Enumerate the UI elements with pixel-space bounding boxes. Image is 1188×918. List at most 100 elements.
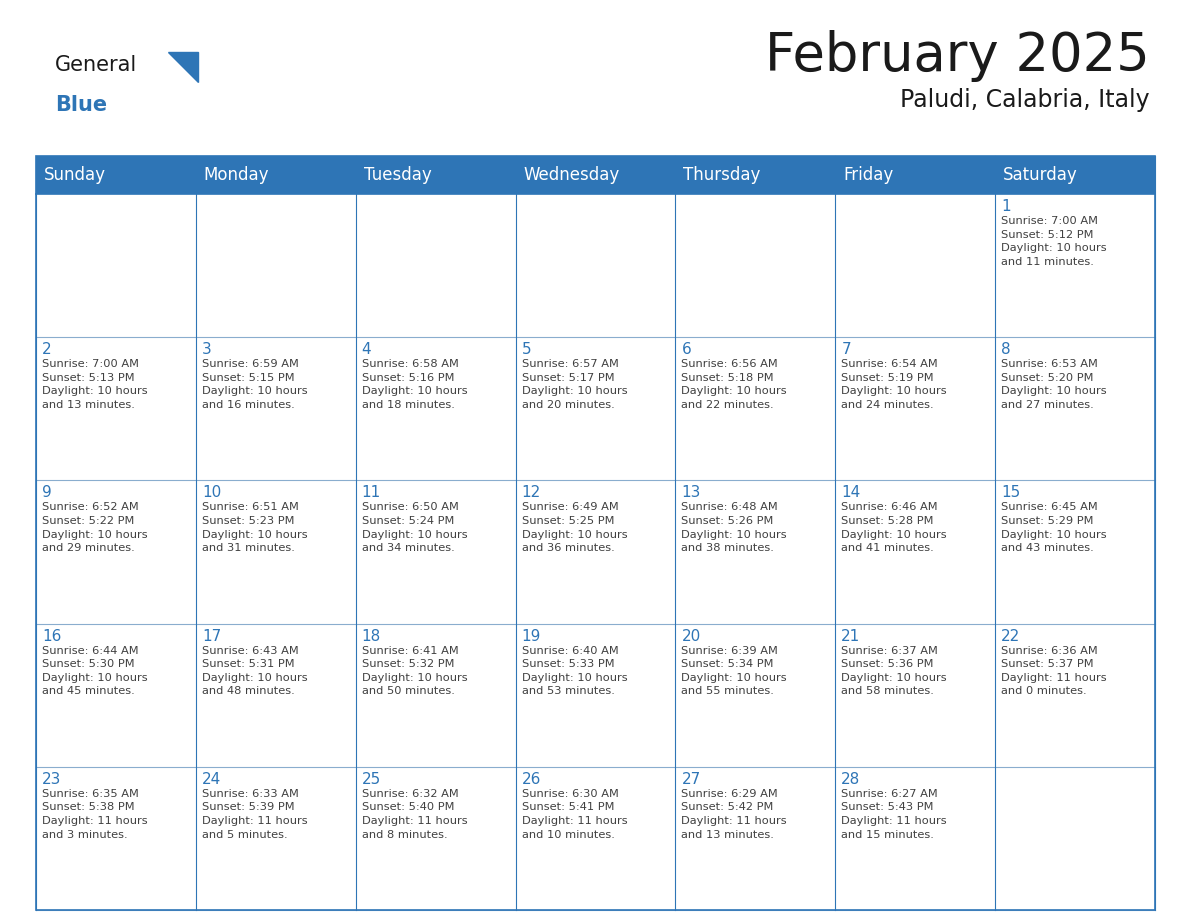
Text: Sunrise: 6:52 AM
Sunset: 5:22 PM
Daylight: 10 hours
and 29 minutes.: Sunrise: 6:52 AM Sunset: 5:22 PM Dayligh… [42,502,147,554]
Bar [676,480,835,623]
Text: Sunrise: 6:54 AM
Sunset: 5:19 PM
Daylight: 10 hours
and 24 minutes.: Sunrise: 6:54 AM Sunset: 5:19 PM Dayligh… [841,359,947,410]
Bar [196,767,355,910]
Bar [996,194,1155,337]
Bar [676,337,835,480]
Bar [36,767,196,910]
Bar [196,156,355,194]
Text: Sunday: Sunday [44,166,106,184]
Text: 3: 3 [202,342,211,357]
Text: Thursday: Thursday [683,166,760,184]
Text: 27: 27 [682,772,701,787]
Text: Friday: Friday [843,166,893,184]
Bar [36,337,196,480]
Text: 13: 13 [682,486,701,500]
Text: Sunrise: 6:53 AM
Sunset: 5:20 PM
Daylight: 10 hours
and 27 minutes.: Sunrise: 6:53 AM Sunset: 5:20 PM Dayligh… [1001,359,1107,410]
Bar [516,767,676,910]
Bar [996,337,1155,480]
Bar [516,156,676,194]
Bar [676,623,835,767]
Text: 26: 26 [522,772,541,787]
Bar [676,156,835,194]
Text: Sunrise: 6:30 AM
Sunset: 5:41 PM
Daylight: 11 hours
and 10 minutes.: Sunrise: 6:30 AM Sunset: 5:41 PM Dayligh… [522,789,627,840]
Bar [996,767,1155,910]
Text: Sunrise: 6:48 AM
Sunset: 5:26 PM
Daylight: 10 hours
and 38 minutes.: Sunrise: 6:48 AM Sunset: 5:26 PM Dayligh… [682,502,788,554]
Bar [516,480,676,623]
Text: Sunrise: 7:00 AM
Sunset: 5:13 PM
Daylight: 10 hours
and 13 minutes.: Sunrise: 7:00 AM Sunset: 5:13 PM Dayligh… [42,359,147,410]
Bar [516,194,676,337]
Text: 4: 4 [361,342,372,357]
Text: 12: 12 [522,486,541,500]
Text: 25: 25 [361,772,381,787]
Text: Sunrise: 6:57 AM
Sunset: 5:17 PM
Daylight: 10 hours
and 20 minutes.: Sunrise: 6:57 AM Sunset: 5:17 PM Dayligh… [522,359,627,410]
Text: Blue: Blue [55,95,107,115]
Text: 10: 10 [202,486,221,500]
Bar [196,480,355,623]
Bar [36,480,196,623]
Text: 23: 23 [42,772,62,787]
Text: Sunrise: 6:46 AM
Sunset: 5:28 PM
Daylight: 10 hours
and 41 minutes.: Sunrise: 6:46 AM Sunset: 5:28 PM Dayligh… [841,502,947,554]
Bar [36,156,1155,910]
Text: Sunrise: 6:29 AM
Sunset: 5:42 PM
Daylight: 11 hours
and 13 minutes.: Sunrise: 6:29 AM Sunset: 5:42 PM Dayligh… [682,789,788,840]
Bar [36,623,196,767]
Text: 20: 20 [682,629,701,644]
Bar [676,194,835,337]
Text: Sunrise: 7:00 AM
Sunset: 5:12 PM
Daylight: 10 hours
and 11 minutes.: Sunrise: 7:00 AM Sunset: 5:12 PM Dayligh… [1001,216,1107,267]
Text: 5: 5 [522,342,531,357]
Bar [196,623,355,767]
Bar [355,767,516,910]
Text: Sunrise: 6:45 AM
Sunset: 5:29 PM
Daylight: 10 hours
and 43 minutes.: Sunrise: 6:45 AM Sunset: 5:29 PM Dayligh… [1001,502,1107,554]
Text: Sunrise: 6:50 AM
Sunset: 5:24 PM
Daylight: 10 hours
and 34 minutes.: Sunrise: 6:50 AM Sunset: 5:24 PM Dayligh… [361,502,467,554]
Text: 6: 6 [682,342,691,357]
Text: Sunrise: 6:40 AM
Sunset: 5:33 PM
Daylight: 10 hours
and 53 minutes.: Sunrise: 6:40 AM Sunset: 5:33 PM Dayligh… [522,645,627,697]
Text: Sunrise: 6:41 AM
Sunset: 5:32 PM
Daylight: 10 hours
and 50 minutes.: Sunrise: 6:41 AM Sunset: 5:32 PM Dayligh… [361,645,467,697]
Text: 15: 15 [1001,486,1020,500]
Bar [835,194,996,337]
Text: Sunrise: 6:35 AM
Sunset: 5:38 PM
Daylight: 11 hours
and 3 minutes.: Sunrise: 6:35 AM Sunset: 5:38 PM Dayligh… [42,789,147,840]
Bar [996,480,1155,623]
Bar [355,623,516,767]
Text: Tuesday: Tuesday [364,166,431,184]
Text: Sunrise: 6:36 AM
Sunset: 5:37 PM
Daylight: 11 hours
and 0 minutes.: Sunrise: 6:36 AM Sunset: 5:37 PM Dayligh… [1001,645,1107,697]
Text: 22: 22 [1001,629,1020,644]
Text: 11: 11 [361,486,381,500]
Bar [355,480,516,623]
Text: February 2025: February 2025 [765,30,1150,82]
Bar [835,480,996,623]
Text: 16: 16 [42,629,62,644]
Bar [196,194,355,337]
Bar [835,156,996,194]
Polygon shape [168,52,198,82]
Text: Sunrise: 6:37 AM
Sunset: 5:36 PM
Daylight: 10 hours
and 58 minutes.: Sunrise: 6:37 AM Sunset: 5:36 PM Dayligh… [841,645,947,697]
Bar [996,623,1155,767]
Text: 18: 18 [361,629,381,644]
Text: 14: 14 [841,486,860,500]
Text: Wednesday: Wednesday [524,166,620,184]
Text: 21: 21 [841,629,860,644]
Text: 17: 17 [202,629,221,644]
Text: Saturday: Saturday [1003,166,1078,184]
Bar [36,194,196,337]
Text: 9: 9 [42,486,52,500]
Bar [355,194,516,337]
Text: 24: 24 [202,772,221,787]
Bar [36,156,196,194]
Bar [676,767,835,910]
Bar [196,337,355,480]
Text: 19: 19 [522,629,541,644]
Bar [516,337,676,480]
Text: Sunrise: 6:44 AM
Sunset: 5:30 PM
Daylight: 10 hours
and 45 minutes.: Sunrise: 6:44 AM Sunset: 5:30 PM Dayligh… [42,645,147,697]
Text: 8: 8 [1001,342,1011,357]
Text: Sunrise: 6:27 AM
Sunset: 5:43 PM
Daylight: 11 hours
and 15 minutes.: Sunrise: 6:27 AM Sunset: 5:43 PM Dayligh… [841,789,947,840]
Text: Sunrise: 6:59 AM
Sunset: 5:15 PM
Daylight: 10 hours
and 16 minutes.: Sunrise: 6:59 AM Sunset: 5:15 PM Dayligh… [202,359,308,410]
Text: Sunrise: 6:49 AM
Sunset: 5:25 PM
Daylight: 10 hours
and 36 minutes.: Sunrise: 6:49 AM Sunset: 5:25 PM Dayligh… [522,502,627,554]
Bar [835,767,996,910]
Text: 7: 7 [841,342,851,357]
Bar [516,623,676,767]
Text: Sunrise: 6:51 AM
Sunset: 5:23 PM
Daylight: 10 hours
and 31 minutes.: Sunrise: 6:51 AM Sunset: 5:23 PM Dayligh… [202,502,308,554]
Text: 28: 28 [841,772,860,787]
Text: 1: 1 [1001,199,1011,214]
Bar [835,337,996,480]
Text: General: General [55,55,138,75]
Text: Monday: Monday [204,166,270,184]
Text: Sunrise: 6:33 AM
Sunset: 5:39 PM
Daylight: 11 hours
and 5 minutes.: Sunrise: 6:33 AM Sunset: 5:39 PM Dayligh… [202,789,308,840]
